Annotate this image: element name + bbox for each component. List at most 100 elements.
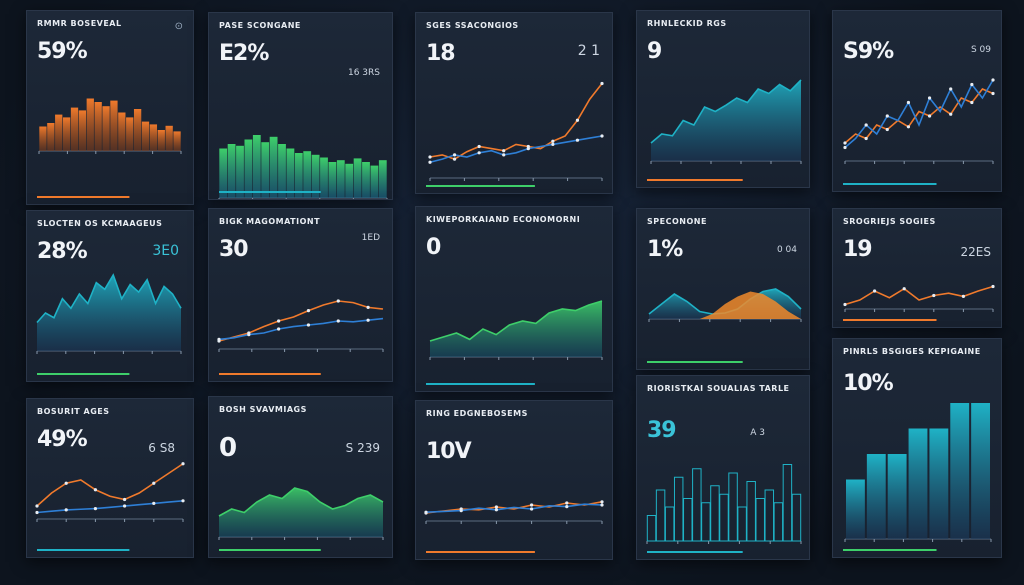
data-point xyxy=(526,147,530,151)
data-point xyxy=(93,488,97,492)
bar xyxy=(719,493,729,542)
bar xyxy=(692,468,702,542)
data-point xyxy=(927,114,932,118)
panel-value: 49% xyxy=(37,427,88,452)
panel-value: 0 xyxy=(426,235,441,260)
panel-title: BOSH SVAVMIAGS xyxy=(219,405,307,414)
accent-bar xyxy=(426,551,535,553)
bar xyxy=(118,112,126,151)
data-point xyxy=(575,118,580,122)
data-point xyxy=(459,509,463,513)
data-point xyxy=(366,305,370,309)
bar xyxy=(173,131,181,151)
bar xyxy=(236,145,244,198)
panel-2: PASE SCONGANE E2% 16 3RS xyxy=(208,12,393,200)
bar xyxy=(39,126,47,151)
data-point xyxy=(565,505,569,509)
data-point xyxy=(64,508,68,512)
info-icon[interactable]: ⊙ xyxy=(174,21,183,32)
bar xyxy=(165,125,173,151)
data-point xyxy=(502,149,506,153)
data-point xyxy=(902,287,906,291)
panel-value: 39 xyxy=(647,418,677,443)
data-point xyxy=(843,145,847,150)
panel-value: 59% xyxy=(37,39,88,64)
bar xyxy=(269,136,278,198)
bar xyxy=(683,498,693,542)
chart-plot xyxy=(426,300,603,385)
bar xyxy=(655,489,666,542)
chart-plot xyxy=(37,98,182,198)
accent-bar xyxy=(219,191,321,193)
chart-plot xyxy=(843,78,995,185)
bar xyxy=(149,124,158,151)
panel-title: PINRLS BSGIGES KEPIGAINE xyxy=(843,347,981,356)
panel-value: 1% xyxy=(647,237,683,262)
bar xyxy=(311,154,320,198)
panel-value: 28% xyxy=(37,239,88,264)
bar xyxy=(328,162,337,198)
bar xyxy=(866,454,886,539)
data-point xyxy=(428,160,432,164)
data-point xyxy=(949,87,953,91)
chart-plot xyxy=(217,299,384,375)
panel-value: E2% xyxy=(219,41,269,66)
panel-title: SPECONONE xyxy=(647,217,707,226)
data-point xyxy=(991,91,995,96)
bar xyxy=(133,109,142,151)
data-point xyxy=(277,327,281,331)
data-point xyxy=(970,100,974,105)
bar xyxy=(70,107,79,151)
data-point xyxy=(551,142,555,146)
accent-bar xyxy=(37,549,130,551)
panel-value: 0 xyxy=(219,433,237,463)
bar xyxy=(646,515,657,542)
data-point xyxy=(502,153,506,157)
chart-plot xyxy=(426,81,604,187)
bar xyxy=(664,506,675,542)
data-point xyxy=(247,333,251,337)
data-point xyxy=(64,481,68,485)
data-point xyxy=(906,100,911,105)
bar xyxy=(219,148,228,198)
chart-plot xyxy=(646,464,802,553)
panel-title: RIORISTKAI SOUALIAS TARLE xyxy=(647,384,790,393)
bar xyxy=(773,502,784,542)
chart-plot xyxy=(843,284,995,321)
panel-subvalue: 2 1 xyxy=(577,43,600,59)
series-line xyxy=(429,300,603,342)
bar xyxy=(791,493,802,542)
bar xyxy=(746,481,756,542)
bar xyxy=(141,121,150,151)
bar xyxy=(929,428,949,539)
series-line xyxy=(36,463,184,507)
series-line xyxy=(844,79,994,149)
panel-value: 18 xyxy=(426,41,456,66)
series-line xyxy=(218,317,384,341)
chart-plot xyxy=(647,288,802,363)
data-point xyxy=(949,112,953,116)
bar xyxy=(62,117,71,151)
bar xyxy=(286,148,295,198)
data-point xyxy=(885,127,889,132)
panel-11: BOSURIT AGES 49% 6 S8 xyxy=(26,398,194,558)
bar xyxy=(320,157,328,198)
panel-6: SLOCTEN OS KCMAAGEUS 28% 3E0 xyxy=(26,210,194,382)
bar xyxy=(294,153,303,198)
panel-title: RING EDGNEBOSEMS xyxy=(426,409,528,418)
panel-14: RIORISTKAI SOUALIAS TARLE 39 A 3 xyxy=(636,375,810,560)
data-point xyxy=(123,497,127,502)
panel-1: RMMR BOSEVEAL 59% ⊙ xyxy=(26,10,194,205)
panel-title: RMMR BOSEVEAL xyxy=(37,19,122,28)
data-point xyxy=(991,78,995,82)
bar xyxy=(102,106,110,151)
data-point xyxy=(565,501,569,505)
bar xyxy=(55,114,63,151)
data-point xyxy=(885,114,889,118)
series-line xyxy=(218,487,384,517)
panel-subvalue: 22ES xyxy=(960,245,991,259)
panel-subvalue: A 3 xyxy=(750,428,765,438)
data-point xyxy=(864,136,868,141)
panel-title: BIGK MAGOMATIONT xyxy=(219,217,321,226)
panel-value: 10V xyxy=(426,439,472,464)
